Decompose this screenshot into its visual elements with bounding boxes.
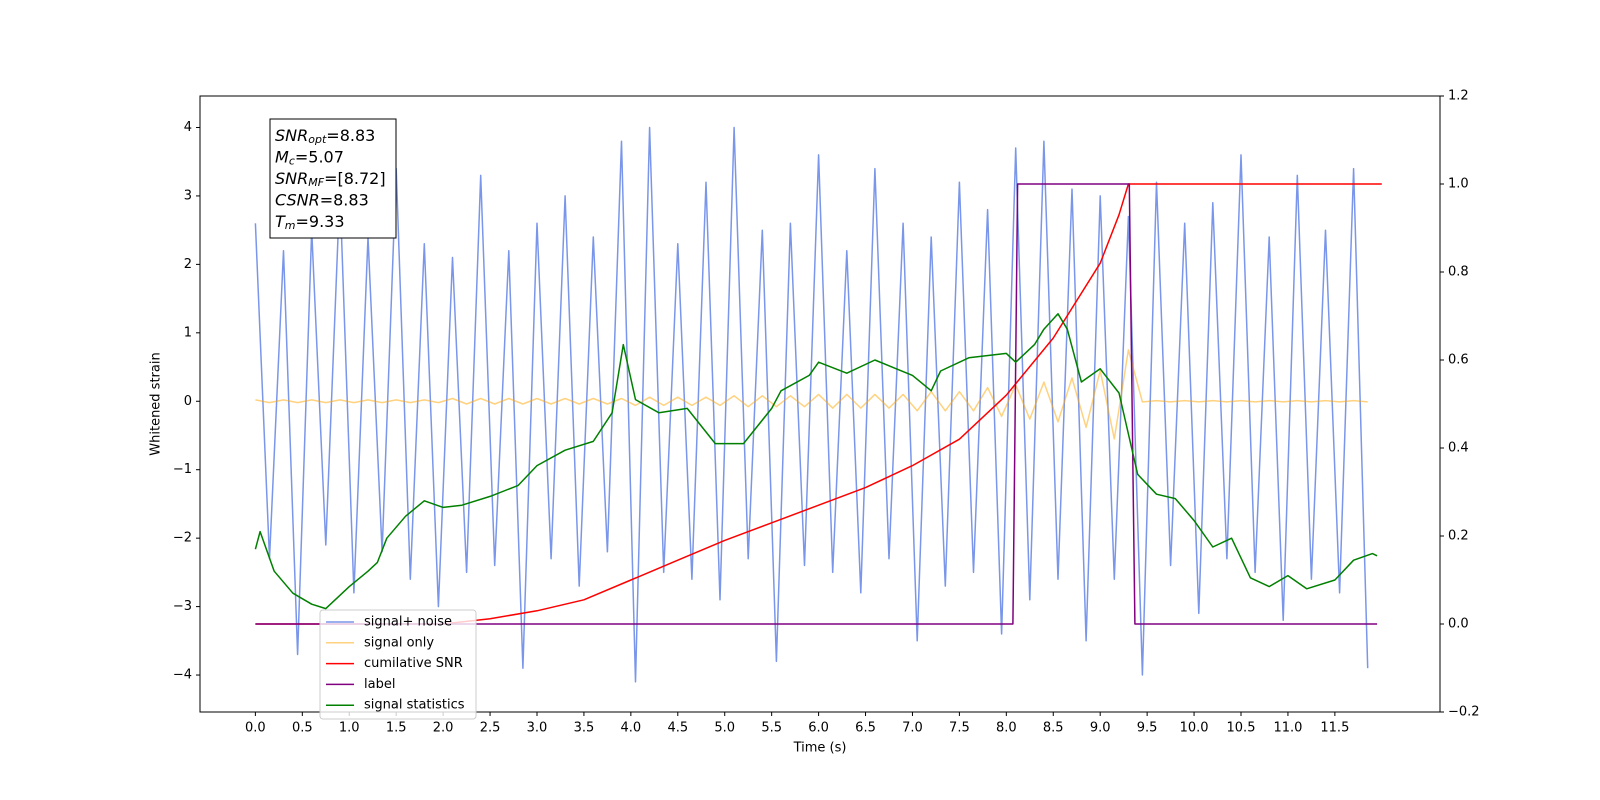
y-tick-label: 4: [184, 120, 192, 135]
y2-tick-label: 0.2: [1448, 529, 1469, 544]
annotation-line: Mc=5.07: [275, 147, 344, 168]
x-tick-label: 2.0: [433, 721, 454, 736]
annotation-subscript: opt: [308, 133, 327, 146]
y-tick-label: −2: [173, 531, 192, 546]
legend-box: [319, 609, 477, 720]
y2-tick-label: 1.2: [1448, 89, 1469, 104]
y-tick-label: −4: [173, 668, 192, 683]
y-tick-label: −1: [173, 462, 192, 477]
axes-frame: [199, 95, 1441, 713]
y-axis-label: Whitened strain: [149, 352, 164, 455]
y-tick-label: 2: [184, 257, 192, 272]
x-axis-label: Time (s): [793, 741, 847, 756]
y2-tick-label: 1.0: [1448, 177, 1469, 192]
x-tick-label: 7.5: [949, 721, 970, 736]
x-tick-label: 9.0: [1090, 721, 1111, 736]
annotation-symbol: SNR: [275, 169, 308, 188]
x-tick-label: 7.0: [902, 721, 923, 736]
series-line: [254, 126, 1369, 683]
series-line: [255, 349, 1368, 440]
x-tick-label: 8.5: [1043, 721, 1064, 736]
x-tick-label: 6.5: [855, 721, 876, 736]
x-tick-label: 4.0: [621, 721, 642, 736]
x-tick-label: 11.5: [1320, 721, 1349, 736]
y2-tick-label: −0.2: [1448, 705, 1480, 720]
x-tick-label: 8.0: [996, 721, 1017, 736]
x-tick-label: 5.0: [714, 721, 735, 736]
legend-label: signal+ noise: [364, 615, 452, 630]
y2-tick-label: 0.8: [1448, 265, 1469, 280]
legend-label: signal only: [364, 635, 434, 650]
series-line: [255, 183, 1378, 625]
annotation-value: =8.83: [326, 126, 375, 145]
x-tick-label: 0.5: [292, 721, 313, 736]
y-tick-label: 3: [184, 188, 192, 203]
annotation-symbol: M: [275, 147, 289, 166]
y-tick-label: 0: [184, 394, 192, 409]
annotation-line: CSNR=8.83: [275, 190, 369, 209]
y-tick-label: 1: [184, 325, 192, 340]
annotation-symbol: T: [275, 212, 286, 231]
annotation-box: [269, 118, 397, 239]
x-tick-label: 3.5: [574, 721, 595, 736]
legend-label: label: [364, 677, 395, 692]
x-tick-label: 4.5: [667, 721, 688, 736]
legend-label: signal statistics: [364, 698, 465, 713]
annotation-value: =9.33: [296, 212, 345, 231]
x-tick-label: 11.0: [1273, 721, 1302, 736]
annotation-value: =5.07: [295, 147, 344, 166]
annotation-subscript: c: [289, 155, 295, 168]
x-tick-label: 3.0: [527, 721, 548, 736]
x-tick-label: 6.0: [808, 721, 829, 736]
series-line: [255, 183, 1382, 625]
annotation-line: SNRMF=[8.72]: [275, 169, 386, 190]
annotation-value: =[8.72]: [324, 169, 386, 188]
y2-tick-label: 0.4: [1448, 441, 1469, 456]
annotation-value: =8.83: [320, 190, 369, 209]
annotation-subscript: MF: [308, 176, 324, 189]
annotation-symbol: CSNR: [275, 190, 320, 209]
x-tick-label: 0.0: [245, 721, 266, 736]
annotation-line: SNRopt=8.83: [275, 126, 375, 147]
annotation-subscript: m: [285, 219, 296, 232]
annotation-line: Tm=9.33: [275, 212, 345, 233]
series-line: [254, 313, 1378, 610]
legend-label: cumilative SNR: [364, 656, 463, 671]
annotation-symbol: SNR: [275, 126, 308, 145]
x-tick-label: 9.5: [1137, 721, 1158, 736]
x-tick-label: 10.0: [1180, 721, 1209, 736]
x-tick-label: 10.5: [1227, 721, 1256, 736]
y-tick-label: −3: [173, 599, 192, 614]
y2-tick-label: 0.6: [1448, 353, 1469, 368]
x-tick-label: 1.0: [339, 721, 360, 736]
x-tick-label: 1.5: [386, 721, 407, 736]
x-tick-label: 2.5: [480, 721, 501, 736]
y2-tick-label: 0.0: [1448, 617, 1469, 632]
x-tick-label: 5.5: [761, 721, 782, 736]
